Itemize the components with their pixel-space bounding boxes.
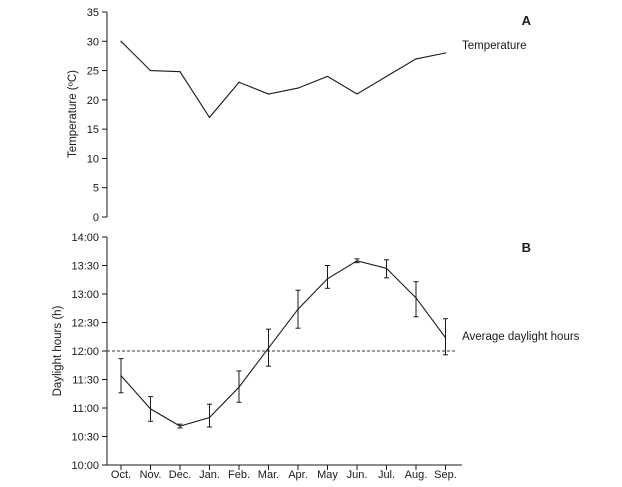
daylight-error-bar (443, 318, 448, 356)
temperature-series: Temperature (120, 40, 527, 119)
daylight-point (385, 267, 388, 269)
daylight-tick-label: 10:00 (71, 460, 99, 472)
daylight-point (238, 386, 240, 388)
daylight-point (179, 425, 181, 427)
temperature-point (297, 87, 299, 89)
daylight-point (356, 260, 358, 262)
temperature-point (415, 58, 417, 60)
daylight-axis-title: Daylight hours (h) (52, 305, 64, 396)
temperature-series-label: Temperature (462, 40, 527, 52)
daylight-tick-label: 13:30 (71, 261, 99, 273)
daylight-tick-label: 11:30 (72, 375, 99, 387)
month-label-aug: Aug. (405, 469, 428, 481)
temperature-tick-label: 20 (87, 95, 99, 107)
temperature-line (120, 40, 446, 119)
daylight-tick-label: 11:00 (72, 403, 99, 415)
daylight-point (267, 347, 270, 349)
temperature-point (120, 40, 122, 42)
month-label-apr: Apr. (288, 469, 308, 481)
temperature-point (238, 81, 240, 83)
daylight-tick-label: 13:00 (71, 289, 99, 301)
temperature-point (326, 75, 329, 78)
temperature-point (444, 52, 447, 54)
temperature-tick-label: 0 (93, 212, 99, 224)
temperature-point (208, 116, 211, 119)
daylight-error-bar (325, 265, 330, 289)
daylight-error-bar (207, 403, 212, 428)
month-label-may: May (317, 469, 338, 481)
temperature-axis-title: Temperature (ºC) (67, 70, 79, 158)
temperature-tick-label: 5 (93, 183, 99, 195)
month-label-sep: Sep. (434, 469, 457, 481)
daylight-y-ticks: 10:00 10:30 11:00 11:30 12:00 12:30 13:00 13:30… (71, 232, 107, 472)
temperature-point (356, 93, 358, 95)
month-label-dec: Dec. (169, 469, 192, 481)
month-label-jun: Jun. (347, 469, 368, 481)
month-label-jan: Jan. (199, 469, 220, 481)
month-x-ticks: Oct. Nov. Dec. Jan. Feb. Mar. Apr. May Jun. Jul. A… (111, 465, 457, 481)
temperature-tick-label: 15 (87, 124, 99, 136)
daylight-error-bar (413, 281, 419, 318)
daylight-point (120, 375, 122, 377)
month-label-nov: Nov. (140, 469, 162, 481)
month-label-mar: Mar. (258, 469, 279, 481)
daylight-tick-label: 12:30 (71, 318, 99, 330)
daylight-line (120, 260, 446, 427)
temperature-point (179, 71, 181, 73)
daylight-point (326, 278, 329, 280)
month-label-oct: Oct. (111, 469, 131, 481)
average-daylight-label: Average daylight hours (462, 331, 580, 343)
daylight-point (297, 308, 299, 310)
temperature-y-ticks: 0 5 10 15 20 25 30 35 (87, 7, 107, 224)
daylight-tick-label: 10:30 (71, 432, 99, 444)
temperature-tick-label: 10 (87, 153, 99, 165)
temperature-point (385, 75, 388, 78)
temperature-tick-label: 35 (87, 7, 99, 19)
daylight-point (444, 337, 447, 339)
daylight-series (118, 258, 448, 429)
panel-b-label: B (522, 240, 531, 255)
temperature-tick-label: 25 (87, 66, 99, 78)
temperature-tick-label: 30 (87, 36, 99, 48)
temperature-point (149, 69, 152, 72)
daylight-point (415, 297, 417, 299)
daylight-tick-label: 14:00 (71, 232, 99, 244)
month-label-feb: Feb. (228, 469, 250, 481)
daylight-tick-label: 12:00 (71, 346, 99, 358)
daylight-point (208, 416, 211, 419)
daylight-panel: B Daylight hours (h) 10:00 10:30 11:00 11:3… (52, 232, 580, 481)
daylight-point (149, 408, 152, 410)
month-label-jul: Jul. (378, 469, 395, 481)
temperature-panel: A Temperature (ºC) 0 5 10 15 20 25 30 35 Temper… (67, 7, 532, 224)
temperature-point (267, 93, 270, 95)
panel-a-label: A (522, 13, 532, 28)
